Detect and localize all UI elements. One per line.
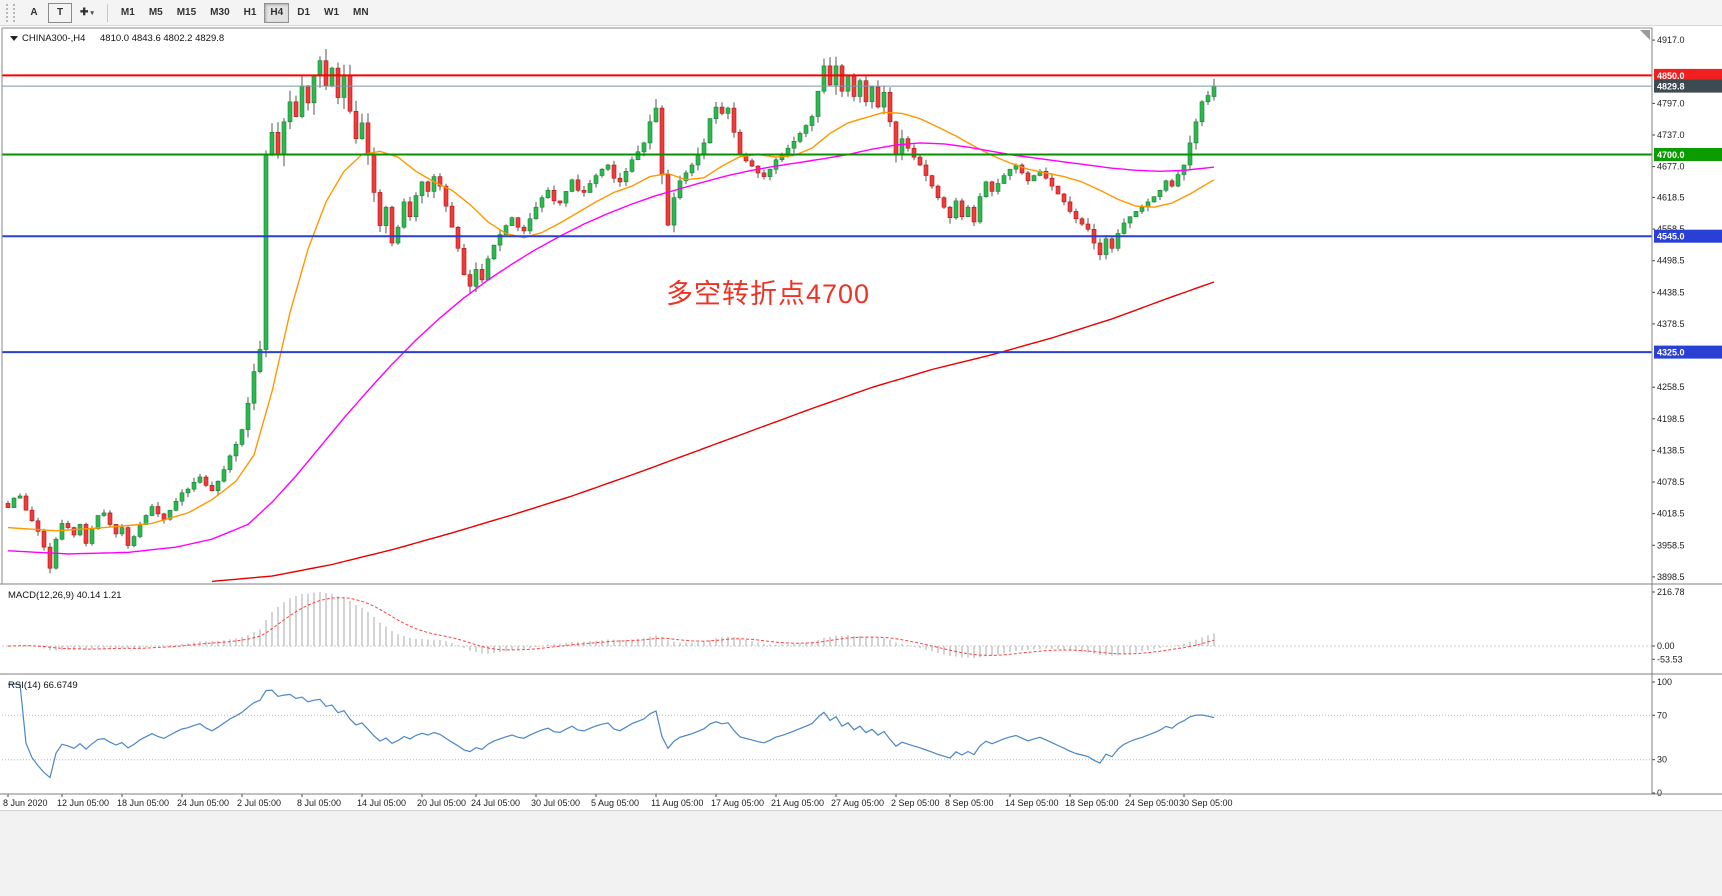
price-axis[interactable]: 4917.0 4797.0 4737.0 4677.0 4618.5 4558.5 4498… [1652, 35, 1722, 582]
price-badge-4829.8: 4829.8 [1654, 79, 1722, 93]
price-badge-4325.0: 4325.0 [1654, 345, 1722, 359]
svg-text:20 Jul 05:00: 20 Jul 05:00 [417, 798, 466, 808]
ma-fast-orange [7, 111, 1215, 532]
window-bottom-area [0, 810, 1722, 896]
svg-text:100: 100 [1657, 677, 1672, 687]
ma-slow-red [211, 281, 1215, 583]
svg-text:4618.5: 4618.5 [1657, 192, 1685, 202]
svg-text:4325.0: 4325.0 [1657, 348, 1685, 358]
svg-text:27 Aug 05:00: 27 Aug 05:00 [831, 798, 884, 808]
timeframe-h4-button[interactable]: H4 [264, 2, 290, 23]
svg-text:-53.53: -53.53 [1657, 654, 1683, 664]
timeframe-m1-button[interactable]: M1 [115, 3, 141, 23]
annotation-text[interactable]: 多空转折点4700 [666, 279, 870, 309]
time-axis[interactable]: 8 Jun 2020 12 Jun 05:00 18 Jun 05:00 24 Jun… [3, 794, 1233, 808]
svg-text:4438.5: 4438.5 [1657, 287, 1685, 297]
svg-text:216.78: 216.78 [1657, 587, 1685, 597]
rsi-pane: 100 70 30 0 [2, 677, 1672, 798]
timeframe-m5-button[interactable]: M5 [143, 3, 169, 23]
svg-text:30 Sep 05:00: 30 Sep 05:00 [1179, 798, 1233, 808]
svg-text:2 Jul 05:00: 2 Jul 05:00 [237, 798, 281, 808]
chart-background [0, 26, 1722, 810]
text-tool-button[interactable]: T [48, 2, 72, 23]
macd-pane: 216.78 0.00 -53.53 [2, 587, 1685, 664]
svg-text:4545.0: 4545.0 [1657, 232, 1685, 242]
timeframe-h1-button[interactable]: H1 [238, 3, 263, 23]
svg-text:12 Jun 05:00: 12 Jun 05:00 [57, 798, 109, 808]
toolbar-separator [106, 3, 108, 22]
toolbar-grip[interactable] [6, 3, 15, 22]
rsi-label: RSI(14) 66.6749 [8, 680, 78, 691]
svg-text:24 Sep 05:00: 24 Sep 05:00 [1125, 798, 1179, 808]
svg-text:4737.0: 4737.0 [1657, 130, 1685, 140]
ohlc-values: 4810.0 4843.6 4802.2 4829.8 [100, 33, 224, 44]
drawing-tools-group: A T ✚ ▾ [21, 2, 101, 23]
timeframe-mn-button[interactable]: MN [347, 3, 375, 23]
timeframe-m30-button[interactable]: M30 [204, 3, 235, 23]
svg-text:4700.0: 4700.0 [1657, 150, 1685, 160]
svg-text:4829.8: 4829.8 [1657, 82, 1685, 92]
svg-text:4558.5: 4558.5 [1657, 224, 1685, 234]
chart-area[interactable]: 216.78 0.00 -53.53 100 70 30 0 4917.0 4797.0 47… [0, 26, 1722, 810]
svg-text:4797.0: 4797.0 [1657, 98, 1685, 108]
svg-text:17 Aug 05:00: 17 Aug 05:00 [711, 798, 764, 808]
svg-text:5 Aug 05:00: 5 Aug 05:00 [591, 798, 639, 808]
svg-text:11 Aug 05:00: 11 Aug 05:00 [651, 798, 703, 808]
timeframe-w1-button[interactable]: W1 [318, 3, 345, 23]
svg-text:4138.5: 4138.5 [1657, 445, 1685, 455]
timeframe-d1-button[interactable]: D1 [291, 3, 316, 23]
svg-text:4498.5: 4498.5 [1657, 256, 1685, 266]
timeframe-m15-button[interactable]: M15 [171, 3, 202, 23]
price-badge-4850.0: 4850.0 [1654, 68, 1722, 82]
svg-text:0.00: 0.00 [1657, 641, 1675, 651]
price-badge-4545.0: 4545.0 [1654, 229, 1722, 243]
svg-text:24 Jun 05:00: 24 Jun 05:00 [177, 798, 229, 808]
svg-text:4258.5: 4258.5 [1657, 382, 1685, 392]
svg-text:4198.5: 4198.5 [1657, 414, 1685, 424]
svg-text:3898.5: 3898.5 [1657, 572, 1685, 582]
svg-text:14 Jul 05:00: 14 Jul 05:00 [357, 798, 406, 808]
arrow-tool-button[interactable]: A [22, 3, 46, 23]
toolbar: A T ✚ ▾ M1 M5 M15 M30 H1 H4 D1 W1 MN [0, 0, 1722, 26]
svg-text:4677.0: 4677.0 [1657, 162, 1685, 172]
symbol-label: CHINA300-,H4 [22, 33, 85, 44]
price-badge-4700.0: 4700.0 [1654, 148, 1722, 161]
svg-text:4378.5: 4378.5 [1657, 319, 1685, 329]
svg-text:2 Sep 05:00: 2 Sep 05:00 [891, 798, 940, 808]
svg-text:4917.0: 4917.0 [1657, 35, 1685, 45]
pane-frames [0, 27, 1722, 795]
svg-text:4850.0: 4850.0 [1657, 71, 1685, 81]
horizontal-lines-layer[interactable] [2, 74, 1652, 354]
svg-text:3958.5: 3958.5 [1657, 540, 1685, 550]
svg-text:14 Sep 05:00: 14 Sep 05:00 [1005, 798, 1059, 808]
svg-text:18 Jun 05:00: 18 Jun 05:00 [117, 798, 169, 808]
svg-text:4078.5: 4078.5 [1657, 477, 1685, 487]
shapes-tool-button[interactable]: ✚ ▾ [74, 3, 100, 23]
svg-text:8 Sep 05:00: 8 Sep 05:00 [945, 798, 994, 808]
svg-text:4018.5: 4018.5 [1657, 509, 1685, 519]
candles-layer [5, 49, 1217, 574]
svg-text:21 Aug 05:00: 21 Aug 05:00 [771, 798, 824, 808]
chart-shift-marker[interactable] [1640, 30, 1650, 40]
symbol-triangle-icon [10, 36, 18, 41]
chevron-down-icon: ▾ [90, 10, 94, 17]
svg-text:70: 70 [1657, 710, 1667, 720]
svg-text:8 Jul 05:00: 8 Jul 05:00 [297, 798, 341, 808]
svg-text:30: 30 [1657, 755, 1667, 765]
svg-text:30 Jul 05:00: 30 Jul 05:00 [531, 798, 580, 808]
svg-text:24 Jul 05:00: 24 Jul 05:00 [471, 798, 520, 808]
chart-window: 216.78 0.00 -53.53 100 70 30 0 4917.0 4797.0 47… [0, 26, 1722, 815]
macd-label: MACD(12,26,9) 40.14 1.21 [8, 590, 122, 601]
svg-text:0: 0 [1657, 788, 1662, 798]
svg-text:8 Jun 2020: 8 Jun 2020 [3, 798, 48, 808]
svg-text:18 Sep 05:00: 18 Sep 05:00 [1065, 798, 1119, 808]
timeframe-buttons-group: M1 M5 M15 M30 H1 H4 D1 W1 MN [114, 2, 376, 23]
